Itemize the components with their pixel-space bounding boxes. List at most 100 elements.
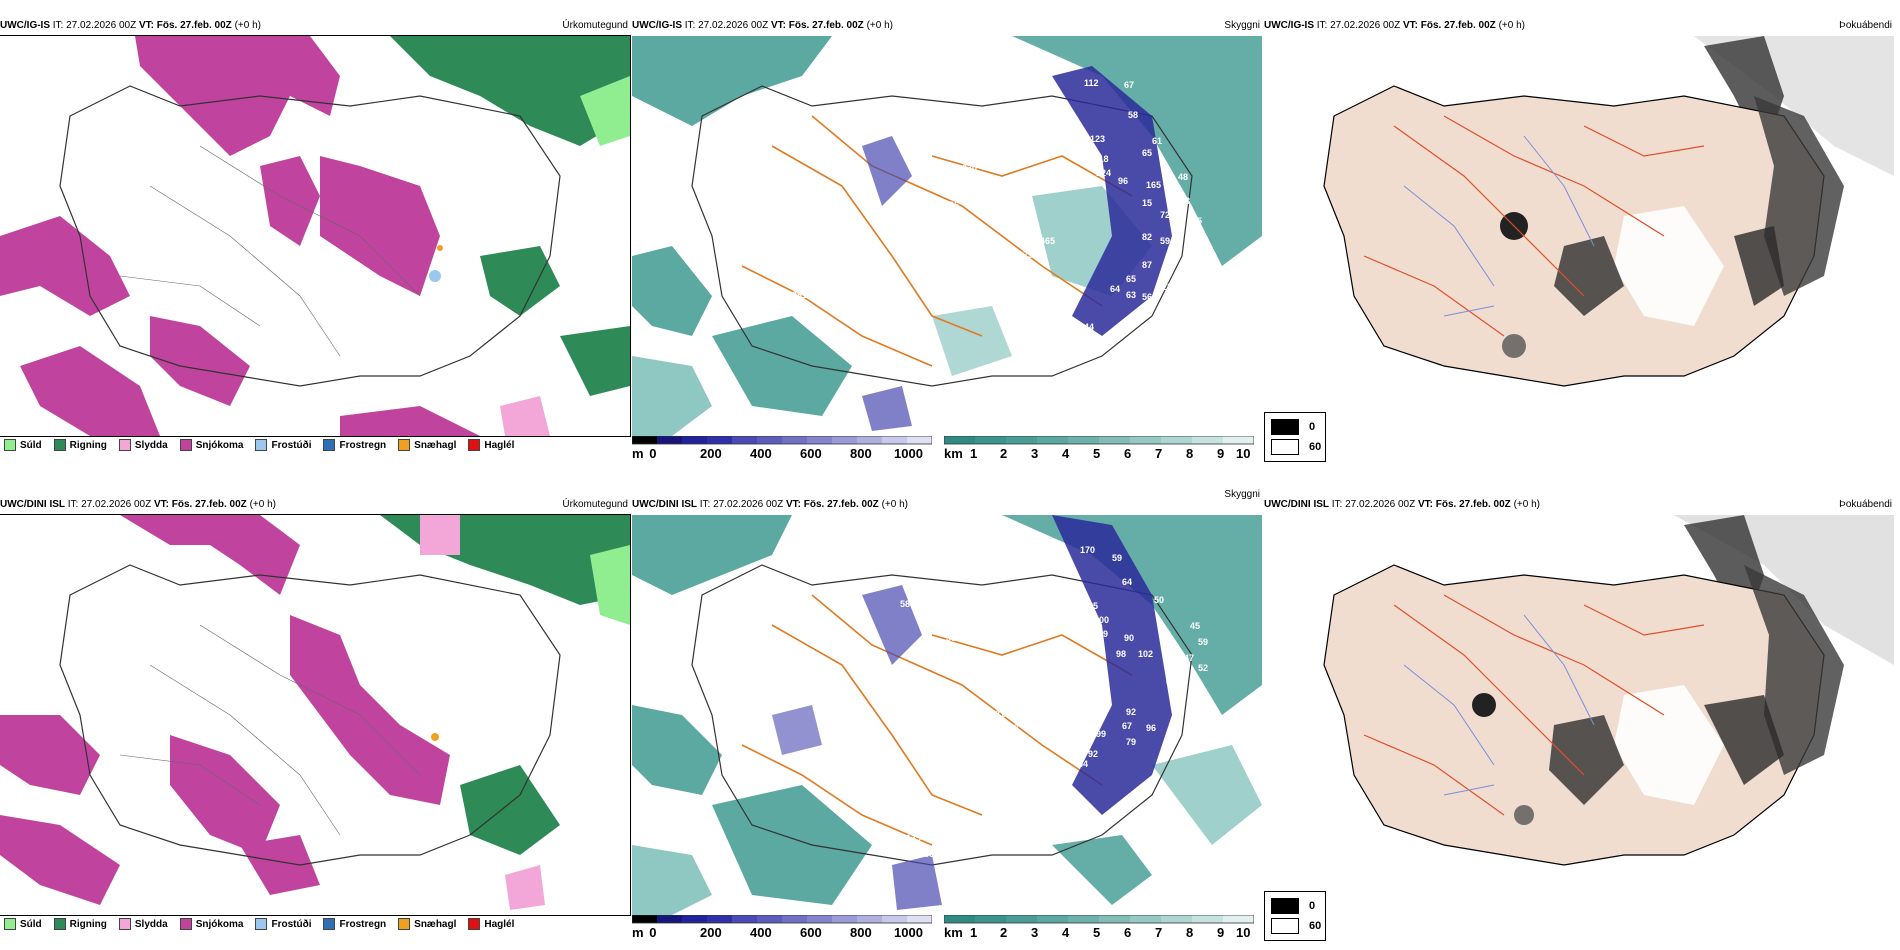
- cloud-label: 270: [1018, 691, 1033, 701]
- cloud-label: 165: [1146, 180, 1161, 190]
- legend-item-rain: Rigning: [53, 918, 107, 930]
- cloud-base-colorbar: m 0 200 400 600 800 1000: [632, 436, 932, 461]
- panel-header: UWC/IG-IS IT: 27.02.2026 00Z VT: Fös. 27…: [1264, 20, 1892, 31]
- fog-index-map: [1264, 36, 1894, 416]
- cloud-label: 52: [1198, 663, 1208, 673]
- fog-swatch-light: [1271, 439, 1299, 455]
- legend-item-freezing-drizzle: Frostúði: [255, 439, 311, 451]
- precip-type-map: [0, 514, 631, 916]
- legend-swatch: [53, 918, 66, 930]
- visibility-map: 170 59 64 50 85 58 376 267 100 45 89 90 …: [632, 515, 1262, 915]
- cloud-label: 487: [962, 176, 977, 186]
- cloud-label: 181: [990, 709, 1005, 719]
- fog-swatch-dark: [1271, 898, 1299, 914]
- legend-item-hail: Haglél: [468, 439, 514, 451]
- cloud-label: 95: [904, 851, 914, 861]
- visibility-map: 112 67 86 58 292 435 123 61 118 65 330 3…: [632, 36, 1262, 436]
- legend-item-snow: Snjókoma: [179, 918, 243, 930]
- cloud-base-colorbar: m 0 200 400 600 800 1000: [632, 915, 932, 940]
- cloud-label: 357: [1004, 723, 1019, 733]
- cloud-label: 53: [1180, 196, 1190, 206]
- cloud-label: 435: [930, 126, 945, 136]
- legend-item-freezing-rain: Frostregn: [323, 918, 386, 930]
- cloud-label: 123: [1090, 134, 1105, 144]
- precip-type-panel-bottom: UWC/DINI ISL IT: 27.02.2026 00Z VT: Fös.…: [0, 497, 631, 937]
- cloud-label: 131: [1052, 799, 1067, 809]
- cloud-label: 106: [886, 703, 901, 713]
- cloud-label: 197: [990, 272, 1005, 282]
- cloud-label: 330: [962, 163, 977, 173]
- visibility-panel-top: UWC/IG-IS IT: 27.02.2026 00Z VT: Fös. 27…: [632, 18, 1262, 461]
- cloud-label: 67: [1124, 80, 1134, 90]
- legend-swatch: [468, 439, 481, 451]
- legend-swatch: [398, 439, 411, 451]
- cloud-label: 47: [1184, 653, 1194, 663]
- cloud-label: 21: [888, 264, 898, 274]
- cloud-base-labels: 170 59 64 50 85 58 376 267 100 45 89 90 …: [886, 545, 1208, 861]
- cloud-label: 281: [792, 290, 807, 300]
- cloud-label: 135: [906, 833, 921, 843]
- cloud-label: 84: [1078, 759, 1088, 769]
- cloud-label: 67: [1122, 721, 1132, 731]
- cloud-label: 229: [1162, 282, 1177, 292]
- cloud-label: 170: [1080, 545, 1095, 555]
- precip-type-map: [0, 35, 631, 437]
- legend-swatch: [398, 918, 411, 930]
- cloud-label: 100: [1094, 615, 1109, 625]
- colorbar-unit: km: [944, 925, 963, 940]
- cloud-label: 340: [934, 703, 949, 713]
- cloud-label: 112: [1084, 78, 1099, 88]
- cloud-label: 82: [1142, 232, 1152, 242]
- legend-swatch: [255, 439, 268, 451]
- cloud-label: 59: [1160, 236, 1170, 246]
- legend-item-freezing-drizzle: Frostúði: [255, 918, 311, 930]
- cloud-label: 292: [1028, 102, 1043, 112]
- legend-item-sleet: Slydda: [118, 439, 168, 451]
- panel-header: UWC/DINI ISL IT: 27.02.2026 00Z VT: Fös.…: [0, 499, 628, 510]
- cloud-label: 87: [1142, 260, 1152, 270]
- legend-item-rain: Rigning: [53, 439, 107, 451]
- cloud-label: 85: [1088, 601, 1098, 611]
- cloud-label: 86: [1042, 83, 1052, 93]
- cloud-base-gradient: [632, 915, 932, 924]
- cloud-label: 79: [1126, 737, 1136, 747]
- cloud-label: 479: [1018, 250, 1033, 260]
- cloud-label: 230: [996, 302, 1011, 312]
- fog-index-legend: 0 60: [1264, 412, 1326, 462]
- cloud-label: 710: [936, 653, 951, 663]
- cloud-label: 56: [1142, 292, 1152, 302]
- legend-item-sleet: Slydda: [118, 918, 168, 930]
- cloud-label: 15: [1142, 198, 1152, 208]
- cloud-label: 92: [1088, 749, 1098, 759]
- precip-type-legend: Súld Rigning Slydda Snjókoma Frostúði Fr…: [4, 915, 514, 933]
- legend-swatch: [179, 918, 192, 930]
- legend-item-drizzle: Súld: [4, 439, 42, 451]
- cloud-label: 58: [1128, 110, 1138, 120]
- visibility-colorbar: km 1 2 3 4 5 6 7 8 9 10: [944, 436, 1254, 461]
- legend-swatch: [255, 918, 268, 930]
- legend-item-snow-pellets: Snæhagl: [398, 918, 456, 930]
- cloud-label: 80: [924, 849, 934, 859]
- legend-item-drizzle: Súld: [4, 918, 42, 930]
- cloud-label: 58: [900, 599, 910, 609]
- fog-swatch-light: [1271, 918, 1299, 934]
- cloud-label: 64: [1110, 284, 1120, 294]
- cloud-base-labels: 112 67 86 58 292 435 123 61 118 65 330 3…: [792, 78, 1202, 360]
- cloud-label: 553: [946, 633, 961, 643]
- cloud-label: 852: [934, 260, 949, 270]
- cloud-label: 85: [1192, 216, 1202, 226]
- cloud-label: 89: [1098, 629, 1108, 639]
- cloud-label: 96: [1118, 176, 1128, 186]
- cloud-base-gradient: [632, 436, 932, 445]
- cloud-label: 48: [1178, 172, 1188, 182]
- cloud-label: 99: [1096, 729, 1106, 739]
- colorbar-unit: m: [632, 925, 644, 940]
- cloud-label: 254: [1072, 735, 1087, 745]
- cloud-label: 118: [1094, 154, 1109, 164]
- legend-item-freezing-rain: Frostregn: [323, 439, 386, 451]
- cloud-label: 92: [1126, 707, 1136, 717]
- legend-swatch: [4, 918, 16, 930]
- legend-swatch: [468, 918, 481, 930]
- cloud-label: 304: [928, 176, 943, 186]
- cloud-label: 63: [1126, 290, 1136, 300]
